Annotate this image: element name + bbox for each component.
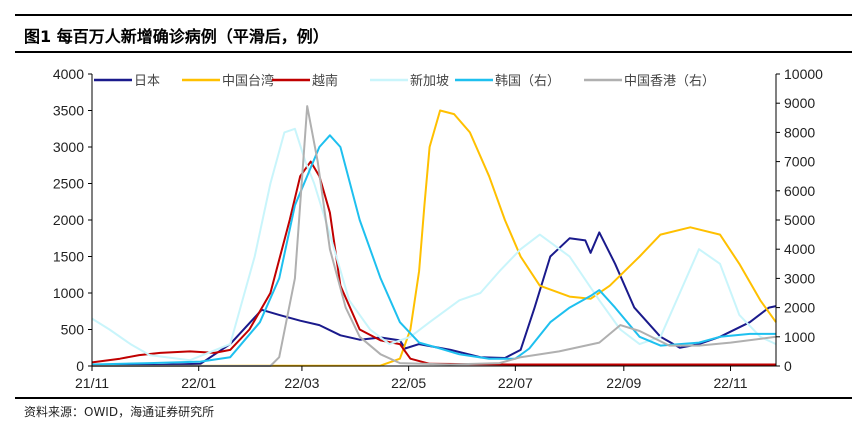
left-tick-label: 2000 [53,212,84,228]
right-tick-label: 10000 [784,66,823,82]
x-tick-label: 22/03 [284,375,319,391]
right-tick-label: 2000 [784,300,815,316]
left-tick-label: 2500 [53,176,84,192]
series-line-3 [91,127,777,362]
figure-title: 图1 每百万人新增确诊病例（平滑后，例） [24,27,329,46]
left-tick-label: 3000 [53,139,84,155]
left-tick-label: 1000 [53,285,84,301]
right-tick-label: 0 [784,358,792,374]
right-tick-label: 3000 [784,270,815,286]
left-tick-label: 0 [76,358,84,374]
x-tick-label: 22/05 [391,375,426,391]
legend-label-1: 中国台湾 [222,73,274,89]
source-note: 资料来源：OWID，海通证券研究所 [24,405,215,419]
right-tick-label: 7000 [784,154,815,170]
right-tick-label: 1000 [784,329,815,345]
series-line-2 [91,160,776,366]
legend-label-3: 新加坡 [410,73,449,89]
legend-label-2: 越南 [312,73,338,89]
right-tick-label: 8000 [784,124,815,140]
bottom-rule [15,397,852,399]
series-line-1 [91,109,777,367]
right-tick-label: 9000 [784,95,815,111]
right-tick-label: 4000 [784,241,815,257]
legend-label-5: 中国香港（右） [624,74,715,89]
right-tick-label: 5000 [784,212,815,228]
x-tick-label: 22/09 [606,375,641,391]
x-tick-label: 22/11 [714,375,748,391]
x-tick-label: 22/07 [498,375,533,391]
title-rule [15,51,852,53]
legend-label-4: 韩国（右） [495,74,560,89]
left-tick-label: 500 [61,322,85,338]
left-tick-label: 3500 [53,103,84,119]
series-line-4 [91,134,776,366]
x-tick-label: 22/01 [181,375,216,391]
left-tick-label: 1500 [53,249,84,265]
top-rule [15,14,852,16]
x-tick-label: 21/11 [75,375,109,391]
right-tick-label: 6000 [784,183,815,199]
legend-label-0: 日本 [134,74,160,89]
series-line-5 [92,105,777,367]
left-tick-label: 4000 [53,66,84,82]
